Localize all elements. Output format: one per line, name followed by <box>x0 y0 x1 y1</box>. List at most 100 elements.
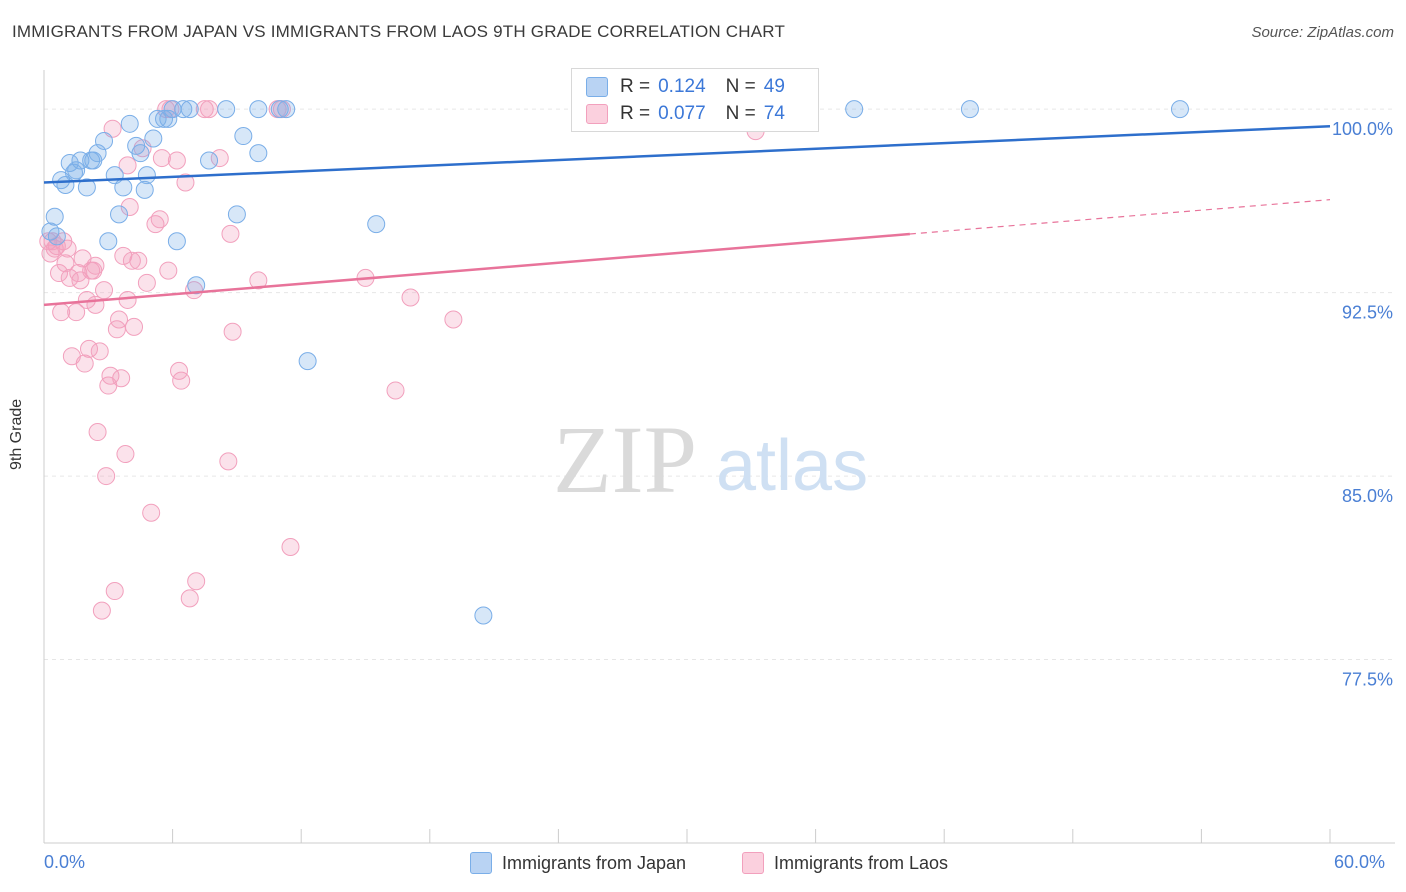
japan-swatch <box>586 77 608 97</box>
laos-point-20 <box>88 423 107 442</box>
source-label: Source: ZipAtlas.com <box>1251 24 1394 41</box>
japan-r-label: R = <box>620 76 651 97</box>
laos-legend-label: Immigrants from Laos <box>774 852 949 873</box>
japan-point-33 <box>249 144 268 163</box>
stats-legend: R = 0.124 N = 49 R = 0.077 N = 74 <box>571 68 819 132</box>
japan-point-35 <box>270 100 289 119</box>
x-tick-label-max: 60.0% <box>1334 852 1386 872</box>
laos-point-19 <box>86 295 105 314</box>
japan-point-37 <box>298 352 317 371</box>
laos-point-56 <box>200 100 219 119</box>
laos-point-50 <box>172 371 191 390</box>
laos-r-value: 0.077 <box>658 103 706 124</box>
laos-point-7 <box>56 254 75 273</box>
laos-point-41 <box>142 503 161 522</box>
trend-line-laos <box>43 232 911 307</box>
laos-point-4 <box>50 264 69 283</box>
laos-point-48 <box>167 151 186 170</box>
japan-legend-swatch <box>470 852 492 874</box>
laos-point-40 <box>137 273 156 292</box>
japan-point-10 <box>95 131 114 150</box>
japan-point-39 <box>474 606 493 625</box>
japan-point-1 <box>45 207 64 226</box>
laos-point-46 <box>159 261 178 280</box>
laos-point-21 <box>90 342 109 361</box>
laos-point-5 <box>52 303 71 322</box>
laos-point-31 <box>112 369 131 388</box>
watermark-zip: ZIP <box>553 406 697 513</box>
x-tick-label-min: 0.0% <box>44 852 86 872</box>
laos-point-33 <box>116 445 135 464</box>
laos-point-60 <box>223 322 242 341</box>
japan-point-32 <box>234 127 253 146</box>
laos-legend-swatch <box>742 852 764 874</box>
trend-line-laos-extrapolated <box>909 199 1331 235</box>
japan-point-30 <box>217 100 236 119</box>
laos-point-52 <box>180 589 199 608</box>
japan-point-44 <box>960 100 979 119</box>
japan-r-value: 0.124 <box>658 76 706 97</box>
laos-point-14 <box>75 354 94 373</box>
laos-point-58 <box>219 452 238 471</box>
laos-n-label: N = <box>725 103 756 124</box>
laos-n-value: 74 <box>763 103 785 124</box>
bottom-legend-japan[interactable]: Immigrants from Japan <box>470 852 686 874</box>
trend-line-japan <box>43 125 1331 184</box>
watermark-atlas: atlas <box>716 426 868 506</box>
laos-point-72 <box>86 256 105 275</box>
japan-point-18 <box>135 180 154 199</box>
laos-point-34 <box>118 290 137 309</box>
y-tick-label-2: 92.5% <box>1342 303 1393 323</box>
axes <box>43 70 1395 844</box>
laos-point-55 <box>195 100 214 119</box>
japan-point-38 <box>367 215 386 234</box>
japan-point-47 <box>65 163 84 182</box>
laos-point-26 <box>101 366 120 385</box>
watermark: ZIP atlas <box>553 406 868 513</box>
chart-title: IMMIGRANTS FROM JAPAN VS IMMIGRANTS FROM… <box>12 22 786 41</box>
laos-point-38 <box>129 251 148 270</box>
bottom-legend-laos[interactable]: Immigrants from Laos <box>742 852 948 874</box>
japan-legend-label: Immigrants from Japan <box>502 852 687 873</box>
japan-point-13 <box>110 205 129 224</box>
japan-point-28 <box>187 276 206 295</box>
japan-point-45 <box>1170 100 1189 119</box>
japan-point-5 <box>67 161 86 180</box>
laos-point-51 <box>176 173 195 192</box>
laos-point-22 <box>92 601 111 620</box>
japan-point-48 <box>84 151 103 170</box>
laos-point-59 <box>221 224 240 243</box>
laos-point-67 <box>401 288 420 307</box>
laos-point-35 <box>120 197 139 216</box>
laos-point-57 <box>210 149 229 168</box>
laos-point-27 <box>103 119 122 138</box>
japan-point-31 <box>227 205 246 224</box>
laos-point-61 <box>249 271 268 290</box>
japan-point-23 <box>159 109 178 128</box>
japan-point-7 <box>77 178 96 197</box>
japan-point-34 <box>249 100 268 119</box>
laos-point-66 <box>386 381 405 400</box>
laos-point-8 <box>58 239 77 258</box>
laos-point-36 <box>122 251 141 270</box>
japan-point-29 <box>200 151 219 170</box>
japan-point-25 <box>167 232 186 251</box>
japan-point-15 <box>120 114 139 133</box>
laos-r-label: R = <box>620 103 651 124</box>
japan-point-17 <box>131 144 150 163</box>
y-axis-label: 9th Grade <box>8 398 25 470</box>
japan-point-43 <box>845 100 864 119</box>
laos-point-23 <box>95 281 114 300</box>
laos-point-44 <box>152 149 171 168</box>
trend-lines <box>43 125 1331 307</box>
y-tick-label-0: 77.5% <box>1342 670 1393 690</box>
grid-lines <box>44 108 1395 661</box>
japan-point-4 <box>60 153 79 172</box>
japan-point-20 <box>144 129 163 148</box>
legend-row-laos: R = 0.077 N = 74 <box>586 102 785 126</box>
y-tick-labels: 77.5% 85.0% 92.5% 100.0% <box>1332 119 1393 689</box>
laos-point-9 <box>60 268 79 287</box>
laos-point-16 <box>80 339 99 358</box>
laos-swatch <box>586 104 608 124</box>
